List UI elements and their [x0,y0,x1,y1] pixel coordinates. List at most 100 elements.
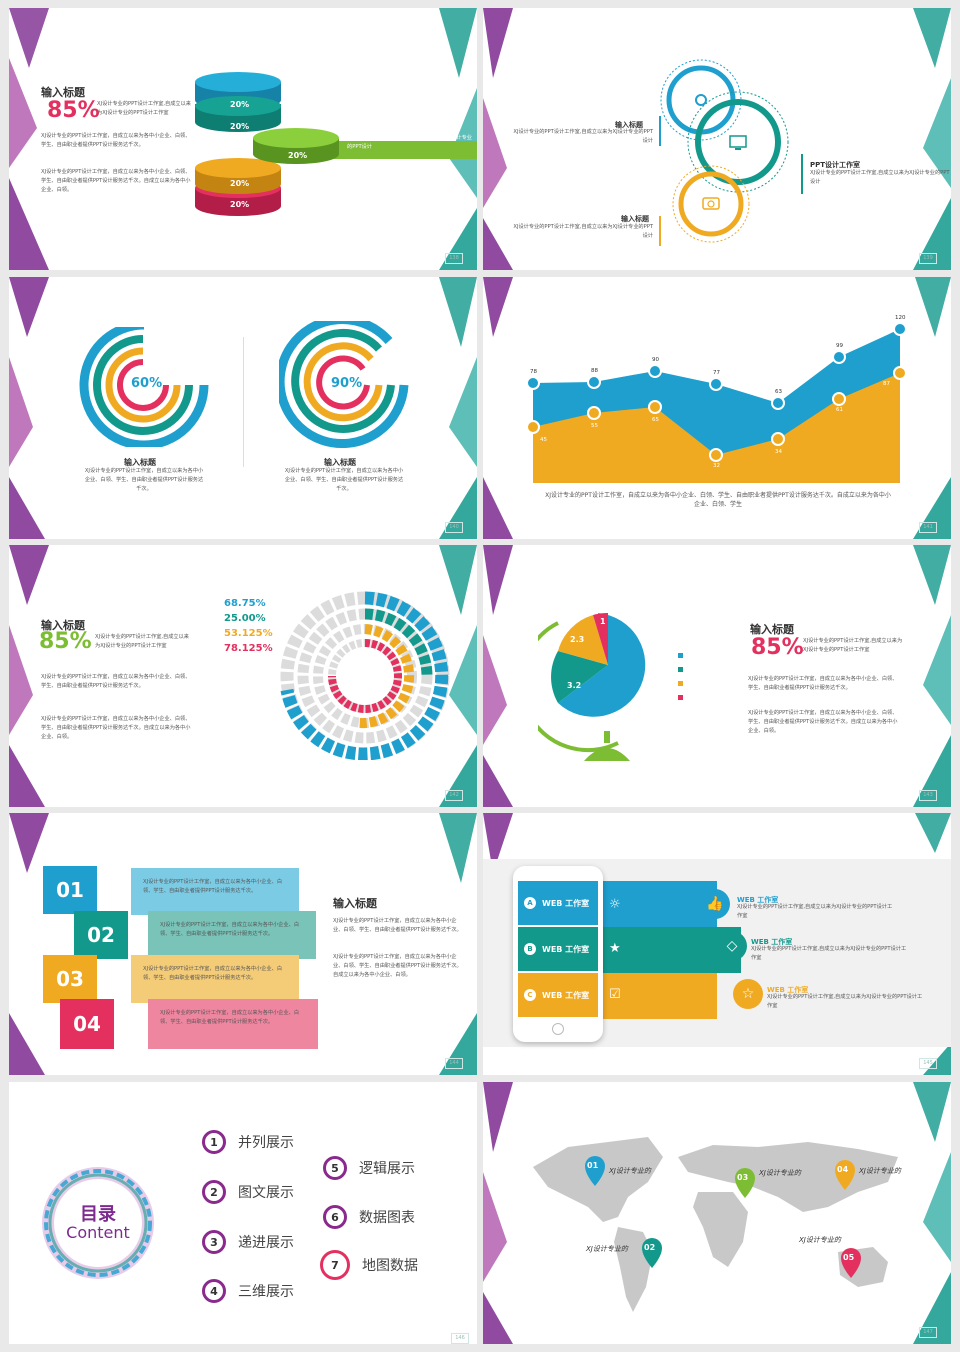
item-title: WEB 工作室 [767,986,809,994]
orange-label: 55 [591,423,598,429]
pin-01-label: XJ设计专业的 [609,1167,651,1175]
blue-label: 90 [652,357,659,363]
right-title: 输入标题 [324,458,356,467]
toc-label: 数据图表 [359,1210,415,1226]
paragraph-1: XJ设计专业的PPT设计工作室，自成立以来为各中小企业、白领、学生、自由职业者提… [41,674,191,689]
toc-item-4[interactable]: 4 三维展示 [202,1279,294,1303]
paragraph-1: XJ设计专业的PPT设计工作室，自成立以来为各中小企业、白领、学生、自由职业者提… [333,918,462,933]
text-box-1: XJ设计专业的PPT设计工作室，自成立以来为各中小企业、白领、学生、自由职业者提… [131,868,299,915]
pin-03-label: XJ设计专业的 [759,1169,801,1177]
stacked-disks [195,72,477,216]
blue-label: 78 [530,369,537,375]
page-number: 147 [919,1327,937,1338]
blue-point [587,375,601,389]
blue-label: 77 [713,370,720,376]
label-1-bar [659,116,661,146]
paragraph-2: XJ设计专业的PPT设计工作室，自成立以来为各中小企业、白领、学生、自由职业者提… [333,954,462,978]
orange-label: 45 [540,437,547,443]
paragraph-2: XJ设计专业的PPT设计工作室，自成立以来为各中小企业、白领、学生、自由职业者提… [41,716,191,740]
slide-145: A WEB 工作室 B WEB 工作室 C WEB 工作室 ☼ ★ ☑ 👍 ◇ … [483,813,951,1075]
orange-label: 65 [652,417,659,423]
slide-144: 01 02 03 04 XJ设计专业的PPT设计工作室，自成立以来为各中小企业、… [9,813,477,1075]
legend-swatch [678,695,683,700]
disk-2-label: 20% [230,122,250,131]
tab-letter: B [524,943,536,955]
text-2: XJ设计专业的PPT设计工作室,自成立以来为XJ设计专业的PPT设计 [810,170,950,185]
toc-number: 3 [202,1230,226,1254]
pie-label-3: 2.3 [570,635,585,644]
pin-04 [835,1160,855,1190]
orange-point [771,432,785,446]
phone-tab-b[interactable]: B WEB 工作室 [518,927,598,971]
corner-decoration [483,277,951,539]
slide-143: 8.2 3.2 2.3 1 输入标题 85% XJ设计专业的PPT设计工作室,自… [483,545,951,807]
area-chart [526,322,907,483]
orange-point [587,406,601,420]
blue-point [893,322,907,336]
num-box-3: 03 [43,955,97,1003]
tab-letter: A [524,897,536,909]
corner-decoration [483,8,951,270]
label-1: 输入标题 [615,121,643,129]
pin-02-number: 02 [644,1243,656,1252]
toc-item-7[interactable]: 7 地图数据 [320,1250,418,1280]
orange-point [526,420,540,434]
paragraph-2: XJ设计专业的PPT设计工作室，自成立以来为各中小企业、白领、学生、自由职业者提… [41,169,191,193]
slide-139: 输入标题 XJ设计专业的PPT设计工作室,自成立以来为XJ设计专业的PPT设计 … [483,8,951,270]
disk-4 [195,158,281,194]
home-button[interactable] [552,1023,564,1035]
orange-point [832,392,846,406]
slide-title: 输入标题 [750,623,794,636]
toc-item-2[interactable]: 2 图文展示 [202,1180,294,1204]
pin-05 [841,1248,861,1278]
disk-5-label: 20% [230,200,250,209]
page-number: 140 [445,522,463,533]
toc-item-6[interactable]: 6 数据图表 [323,1205,415,1229]
toc-number: 6 [323,1205,347,1229]
label-2: PPT设计工作室 [810,161,861,169]
toc-item-5[interactable]: 5 逻辑展示 [323,1156,415,1180]
blue-point [709,377,723,391]
world-map [533,1137,898,1312]
contents-badge [42,1167,154,1279]
blue-label: 63 [775,389,782,395]
toc-item-1[interactable]: 1 并列展示 [202,1130,294,1154]
orange-label: 87 [883,381,890,387]
phone-tab-a[interactable]: A WEB 工作室 [518,881,598,925]
ring-chart-right [279,321,409,448]
contents-subtitle: Content [66,1223,130,1242]
corner-decoration [483,813,951,1075]
pin-03 [735,1168,755,1198]
pin-05-number: 05 [843,1253,855,1262]
item-text: XJ设计专业的PPT设计工作室,自成立以来为XJ设计专业的PPT设计工作室 [751,946,907,961]
blue-point [526,376,540,390]
toc-number: 2 [202,1180,226,1204]
lightbulb-icon: ☼ [609,897,621,912]
slide-142: 输入标题 85% XJ设计专业的PPT设计工作室,自成立以来为XJ设计专业的PP… [9,545,477,807]
disk-4-label: 20% [230,179,250,188]
toc-number: 5 [323,1156,347,1180]
text-box-4: XJ设计专业的PPT设计工作室，自成立以来为各中小企业、白领、学生、自由职业者提… [148,999,318,1049]
value-4: 78.125% [224,643,273,654]
toc-label: 递进展示 [238,1235,294,1251]
toc-label: 三维展示 [238,1284,294,1300]
corner-decoration [9,545,477,807]
item-text: XJ设计专业的PPT设计工作室,自成立以来为XJ设计专业的PPT设计工作室 [767,994,923,1009]
pin-04-label: XJ设计专业的 [859,1167,901,1175]
corner-decoration [483,545,951,807]
value-2: 25.00% [224,613,266,624]
orange-label: 34 [775,449,782,455]
blue-point [832,350,846,364]
percent-value: 85% [39,629,92,654]
short-desc: XJ设计专业的PPT设计工作室,自成立以来为XJ设计专业的PPT设计工作室 [803,638,903,653]
camera-icon [702,197,720,210]
toc-item-3[interactable]: 3 递进展示 [202,1230,294,1254]
slide-138: 输入标题 85% XJ设计专业的PPT设计工作室,自成立以来为XJ设计专业的PP… [9,8,477,270]
page-number: 143 [919,790,937,801]
phone-tab-c[interactable]: C WEB 工作室 [518,973,598,1017]
contents-title: 目录 [80,1204,116,1225]
monitor-icon [729,135,747,150]
legend-swatch [678,681,683,686]
short-desc: XJ设计专业的PPT设计工作室,自成立以来为XJ设计专业的PPT设计工作室 [95,634,189,649]
pin-03-number: 03 [737,1173,749,1182]
